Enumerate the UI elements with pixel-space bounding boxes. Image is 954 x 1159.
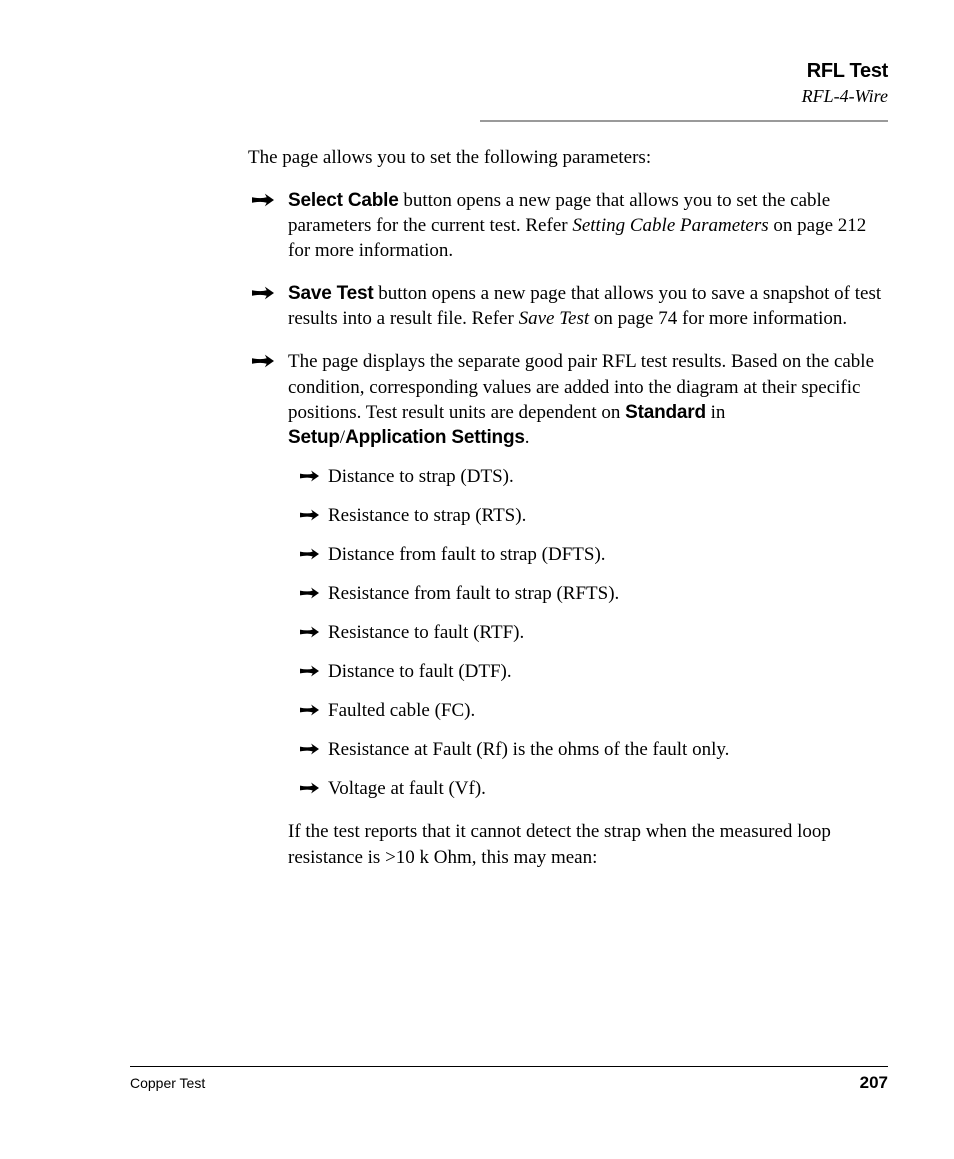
arrow-icon <box>300 743 319 755</box>
intro-text: The page allows you to set the following… <box>248 145 888 170</box>
sub-item: Distance to strap (DTS). <box>288 464 888 489</box>
bullet-list: Select Cable button opens a new page tha… <box>248 188 888 870</box>
sub-item-text: Resistance to strap (RTS). <box>328 505 526 526</box>
sub-item-text: Distance to fault (DTF). <box>328 661 512 682</box>
footer-left: Copper Test <box>130 1075 205 1091</box>
bullet-bold: Application Settings <box>345 427 525 448</box>
bullet-bold: Standard <box>625 402 706 423</box>
arrow-icon <box>300 782 319 794</box>
bullet-ref-italic: Save Test <box>519 308 590 329</box>
header-rule <box>480 120 888 122</box>
page-number: 207 <box>860 1073 888 1093</box>
arrow-icon <box>300 548 319 560</box>
header-title: RFL Test <box>802 60 888 83</box>
arrow-icon <box>252 354 274 368</box>
sub-item-text: Resistance to fault (RTF). <box>328 622 524 643</box>
sub-item: Voltage at fault (Vf). <box>288 776 888 801</box>
sub-bullet-list: Distance to strap (DTS). Resistance to s… <box>288 464 888 802</box>
arrow-icon <box>300 704 319 716</box>
bullet-text: The page displays the separate good pair… <box>288 351 874 422</box>
sub-item: Resistance at Fault (Rf) is the ohms of … <box>288 737 888 762</box>
sub-item-text: Voltage at fault (Vf). <box>328 778 486 799</box>
sub-item-text: Distance from fault to strap (DFTS). <box>328 544 606 565</box>
arrow-icon <box>300 626 319 638</box>
bullet-item: Save Test button opens a new page that a… <box>248 281 888 331</box>
page: RFL Test RFL-4-Wire The page allows you … <box>0 0 954 1159</box>
bullet-lead-bold: Save Test <box>288 283 374 304</box>
arrow-icon <box>300 665 319 677</box>
bullet-text: in <box>706 402 726 423</box>
sub-item: Distance from fault to strap (DFTS). <box>288 542 888 567</box>
sub-item-text: Distance to strap (DTS). <box>328 466 514 487</box>
page-footer: Copper Test 207 <box>130 1066 888 1097</box>
arrow-icon <box>300 509 319 521</box>
bullet-text: . <box>525 427 530 448</box>
sub-item: Resistance from fault to strap (RFTS). <box>288 581 888 606</box>
bullet-item: Select Cable button opens a new page tha… <box>248 188 888 263</box>
bullet-text: on page 74 for more information. <box>589 308 847 329</box>
sub-item: Resistance to fault (RTF). <box>288 620 888 645</box>
arrow-icon <box>252 286 274 300</box>
content-area: The page allows you to set the following… <box>248 145 888 888</box>
bullet-after-text: If the test reports that it cannot detec… <box>288 819 888 869</box>
sub-item-text: Resistance from fault to strap (RFTS). <box>328 583 619 604</box>
sub-item: Resistance to strap (RTS). <box>288 503 888 528</box>
arrow-icon <box>252 193 274 207</box>
bullet-lead-bold: Select Cable <box>288 190 399 211</box>
sub-item: Faulted cable (FC). <box>288 698 888 723</box>
bullet-ref-italic: Setting Cable Parameters <box>572 215 768 236</box>
bullet-bold: Setup <box>288 427 340 448</box>
arrow-icon <box>300 587 319 599</box>
header-subtitle: RFL-4-Wire <box>802 86 888 107</box>
bullet-item: The page displays the separate good pair… <box>248 349 888 869</box>
arrow-icon <box>300 470 319 482</box>
sub-item: Distance to fault (DTF). <box>288 659 888 684</box>
sub-item-text: Faulted cable (FC). <box>328 700 475 721</box>
sub-item-text: Resistance at Fault (Rf) is the ohms of … <box>328 739 729 760</box>
page-header: RFL Test RFL-4-Wire <box>802 60 888 107</box>
